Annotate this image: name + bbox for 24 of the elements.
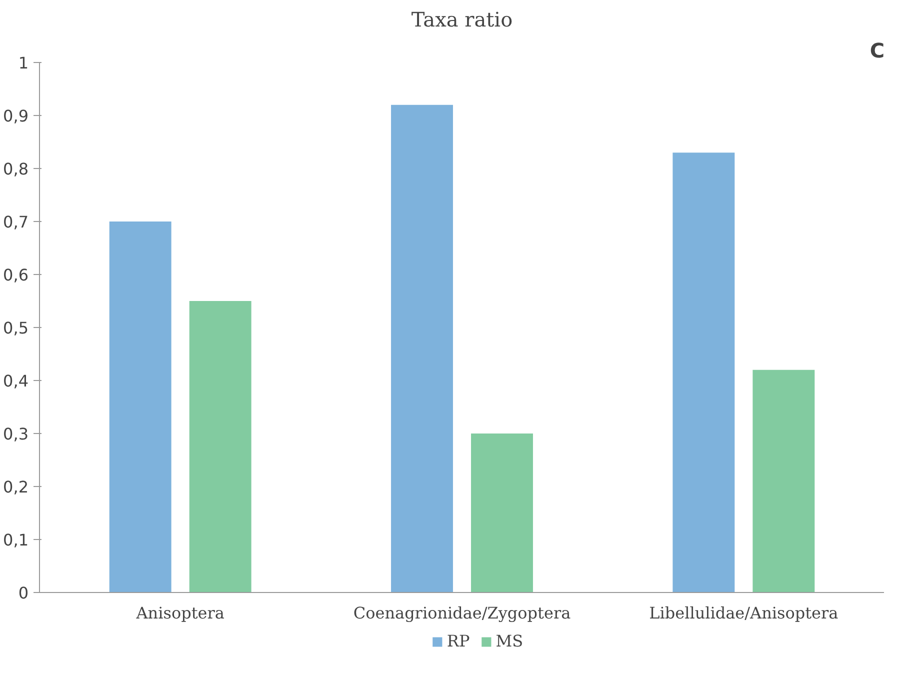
y-tick-label: 1 [18,54,29,72]
x-tick-label: Anisoptera [135,604,225,622]
y-tick-label: 0,7 [3,212,29,232]
y-tick-label: 0,9 [3,106,29,126]
bar [672,152,735,592]
bar [189,301,252,592]
bar [752,370,815,592]
y-tick-label: 0 [18,584,29,602]
y-tick-label: 0,8 [3,160,29,178]
y-tick-label: 0,4 [3,372,29,390]
annotation: C [870,38,885,62]
x-tick-label: Coenagrionidae/Zygoptera [353,604,572,622]
bar [109,222,172,592]
y-tick-label: 0,5 [3,318,29,338]
y-tick-label: 0,2 [3,478,29,496]
bar [391,104,453,592]
chart-title: Taxa ratio [411,8,513,32]
x-tick-label: Libellulidae/Anisoptera [649,604,839,622]
y-tick-label: 0,6 [3,266,29,284]
bar [471,434,533,592]
y-tick-label: 0,3 [3,424,29,444]
legend-label: RP [446,632,470,650]
legend-label: MS [496,632,524,650]
y-tick-label: 0,1 [3,530,29,550]
